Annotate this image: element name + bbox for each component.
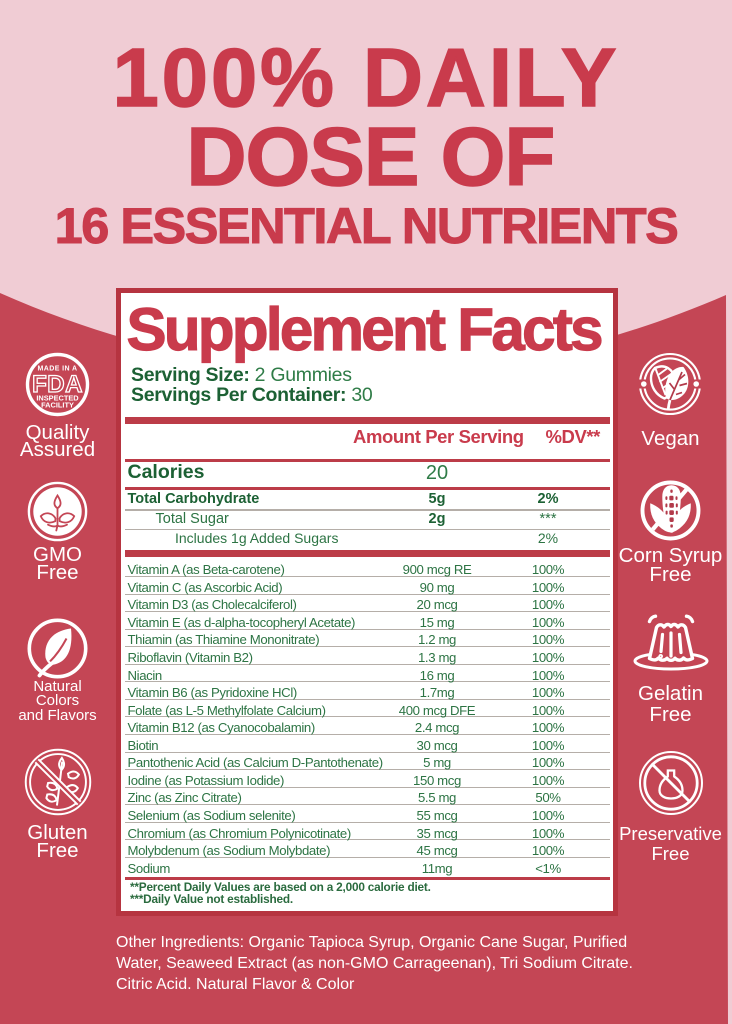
svg-text:INSPECTED: INSPECTED xyxy=(36,394,79,403)
svg-text:FDA: FDA xyxy=(32,371,83,398)
svg-text:FACILITY: FACILITY xyxy=(41,401,74,410)
svg-text:MADE IN A: MADE IN A xyxy=(38,366,78,373)
